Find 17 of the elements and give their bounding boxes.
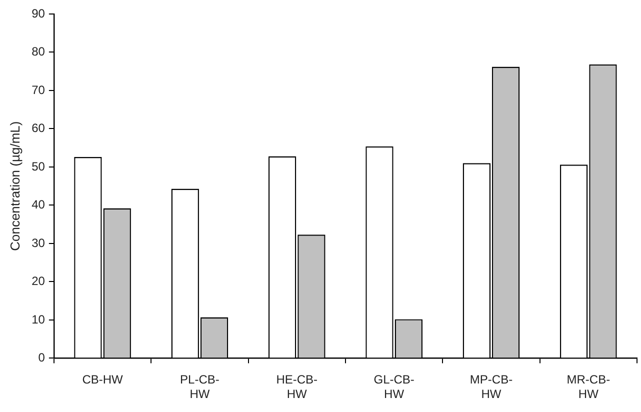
y-tick-label: 0: [38, 350, 46, 365]
y-axis-title: Concentration (µg/mL): [7, 121, 22, 251]
x-tick-label: PL-CB-HW: [180, 372, 220, 402]
x-tick-label: MP-CB-HW: [470, 372, 513, 402]
y-tick-label: 70: [32, 82, 46, 97]
y-tick-label: 90: [32, 6, 46, 20]
y-tick-label: 80: [32, 44, 46, 59]
y-tick-label: 30: [32, 236, 46, 250]
x-tick-label: MR-CB-HW: [566, 372, 610, 402]
y-tick-label: 60: [32, 121, 46, 136]
y-tick-label: 50: [32, 159, 46, 174]
x-tick-label: GL-CB-HW: [374, 372, 414, 402]
y-tick-label: 10: [32, 312, 46, 326]
y-tick-label: 20: [32, 274, 46, 288]
x-tick-label: CB-HW: [82, 372, 124, 387]
y-tick-label: 40: [32, 198, 46, 212]
x-tick-label: HE-CB-HW: [276, 372, 318, 402]
